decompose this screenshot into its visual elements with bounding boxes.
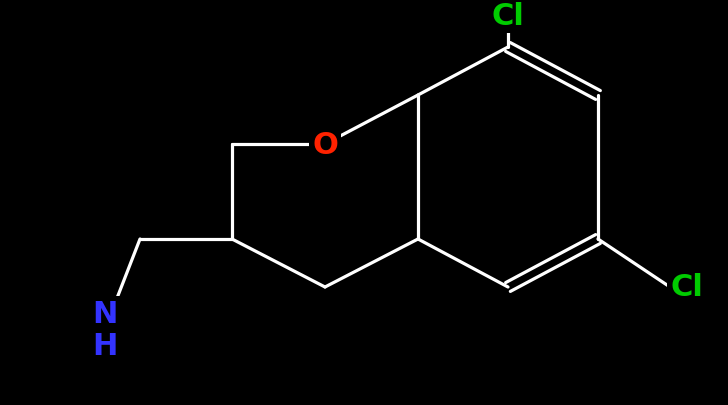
Text: Cl: Cl [670, 273, 703, 302]
Text: N: N [92, 300, 118, 329]
Text: O: O [312, 130, 338, 159]
Text: Cl: Cl [491, 2, 524, 31]
Text: H: H [92, 332, 118, 360]
